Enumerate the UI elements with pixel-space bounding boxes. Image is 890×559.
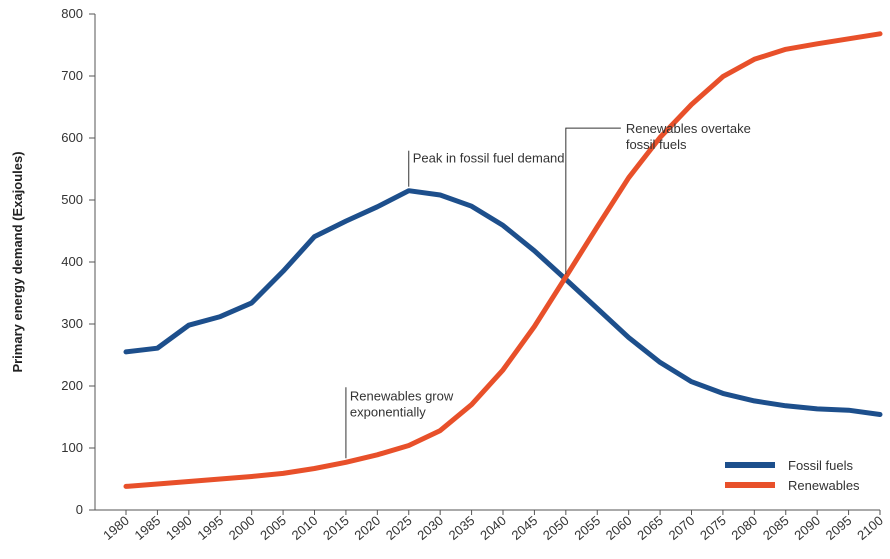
x-tick-label: 2030 (414, 513, 446, 543)
y-tick-label: 200 (61, 378, 83, 393)
y-tick-label: 0 (76, 502, 83, 517)
annotations: Peak in fossil fuel demand Renewables ove… (345, 121, 751, 459)
x-tick-label: 2090 (791, 513, 823, 543)
x-tick-label: 2075 (697, 513, 729, 543)
annotation-text: fossil fuels (626, 137, 687, 152)
x-tick-label: 2050 (540, 513, 572, 543)
y-tick-label: 700 (61, 68, 83, 83)
x-tick-label: 2040 (477, 513, 509, 543)
x-tick-label: 1985 (132, 513, 164, 543)
x-tick-label: 2035 (446, 513, 478, 543)
y-tick-label: 100 (61, 440, 83, 455)
series-line-renewables (123, 31, 883, 489)
x-tick-label: 1995 (194, 513, 226, 543)
x-tick-label: 2015 (320, 513, 352, 543)
x-tick-label: 2025 (383, 513, 415, 543)
y-tick-label: 600 (61, 130, 83, 145)
x-tick-label: 2000 (226, 513, 258, 543)
x-tick-label: 2005 (257, 513, 289, 543)
x-tick-label: 2085 (760, 513, 792, 543)
x-tick-label: 2060 (603, 513, 635, 543)
legend-label: Renewables (788, 478, 860, 493)
x-tick-label: 2010 (289, 513, 321, 543)
x-tick-label: 1980 (100, 513, 132, 543)
legend-label: Fossil fuels (788, 458, 854, 473)
annotation-text: exponentially (350, 404, 426, 419)
annotation-text: Renewables overtake (626, 121, 751, 136)
y-tick-label: 800 (61, 6, 83, 21)
annotation-text: Peak in fossil fuel demand (413, 151, 565, 166)
annotation-leader (565, 127, 621, 275)
x-tick-label: 2100 (854, 513, 886, 543)
x-tick-label: 2080 (728, 513, 760, 543)
x-tick-label: 2065 (634, 513, 666, 543)
x-tick-label: 2070 (666, 513, 698, 543)
y-tick-label: 300 (61, 316, 83, 331)
annotation-text: Renewables grow (350, 388, 454, 403)
x-tick-label: 1990 (163, 513, 195, 543)
x-tick-label: 2055 (571, 513, 603, 543)
series-lines (123, 31, 883, 489)
x-tick-label: 2095 (823, 513, 855, 543)
y-tick-label: 400 (61, 254, 83, 269)
y-axis-label: Primary energy demand (Exajoules) (10, 151, 25, 372)
series-line-fossil-fuels (123, 188, 883, 417)
legend: Fossil fuels Renewables (725, 458, 860, 493)
x-tick-label: 2020 (351, 513, 383, 543)
y-tick-label: 500 (61, 192, 83, 207)
x-tick-label: 2045 (509, 513, 541, 543)
